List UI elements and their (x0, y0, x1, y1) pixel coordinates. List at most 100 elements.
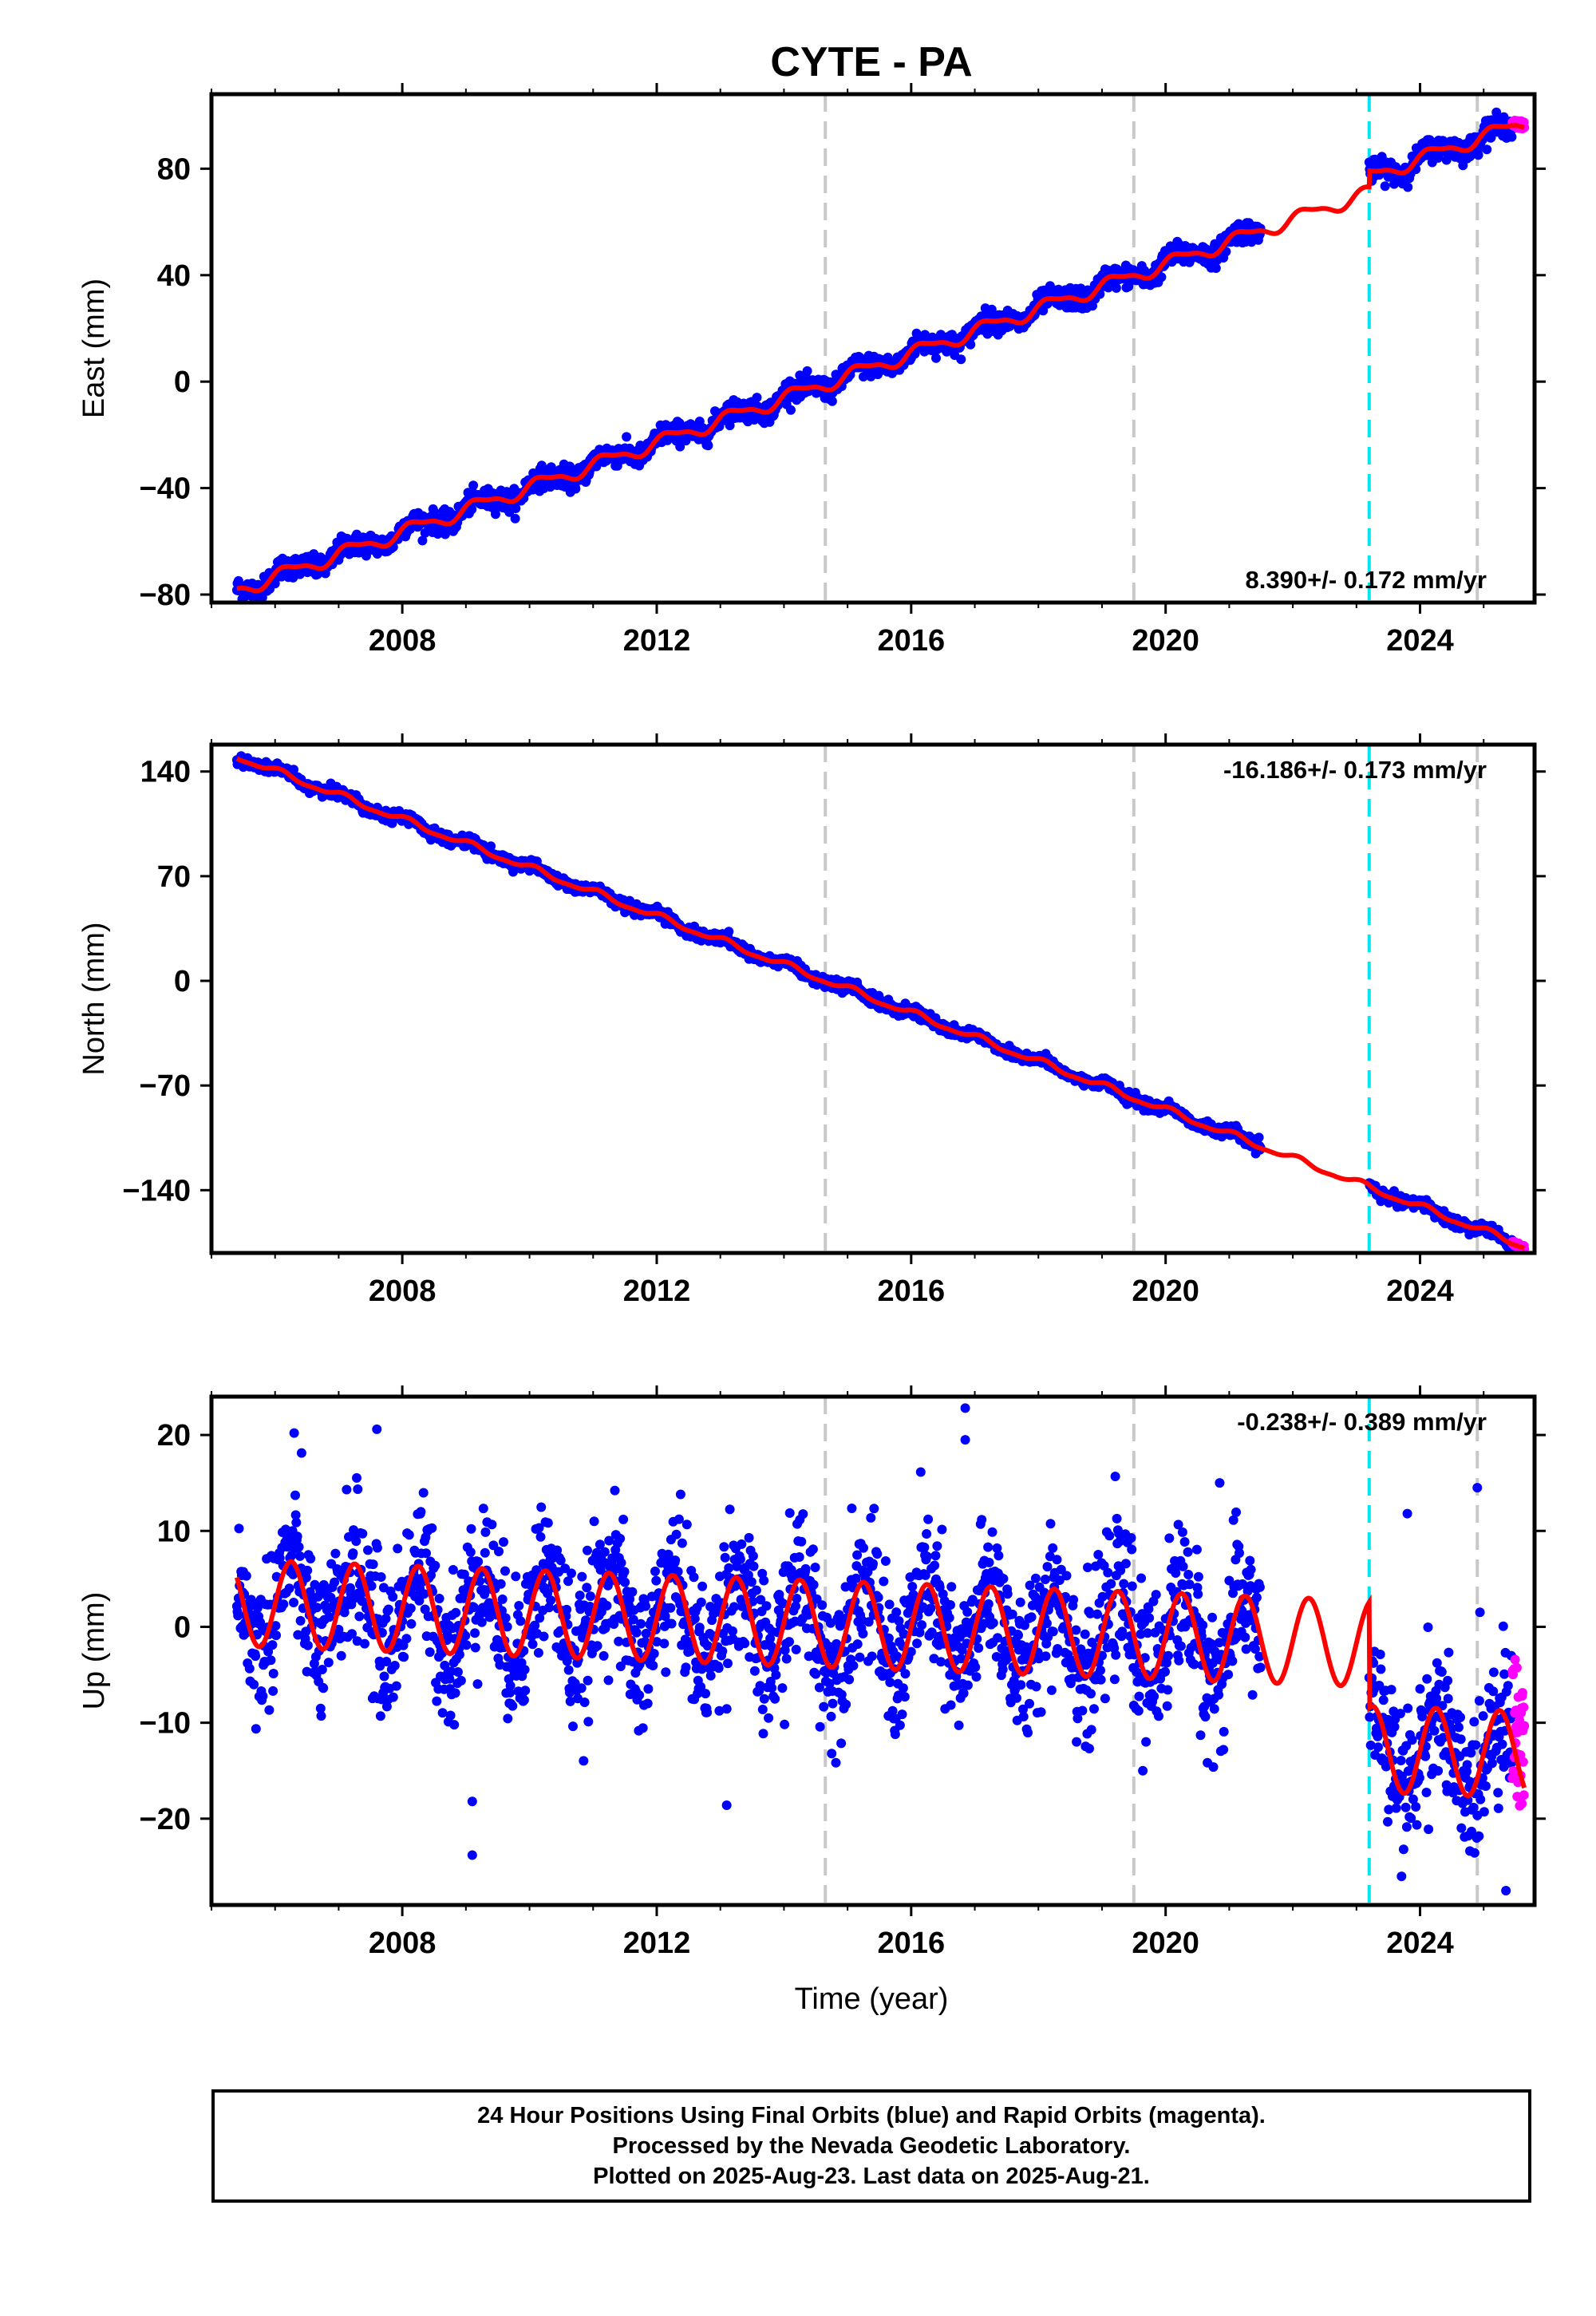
final-orbit-point (312, 1603, 322, 1613)
final-orbit-point (383, 1604, 393, 1614)
final-orbit-point (622, 432, 632, 442)
final-orbit-point (1458, 160, 1468, 171)
final-orbit-point (404, 1530, 414, 1540)
final-orbit-points (231, 1403, 1517, 1895)
final-orbit-point (381, 1614, 391, 1624)
y-tick-label: −70 (140, 1069, 191, 1103)
final-orbit-point (271, 1630, 281, 1641)
y-tick-label: 0 (174, 366, 191, 399)
final-orbit-point (366, 1581, 377, 1591)
final-orbit-point (347, 1629, 357, 1639)
final-orbit-point (376, 1572, 386, 1582)
final-orbit-point (318, 1683, 329, 1694)
x-tick-label: 2008 (369, 624, 437, 658)
velocity-rate-label: -16.186+/- 0.173 mm/yr (1223, 756, 1487, 784)
final-orbit-point (388, 1591, 398, 1602)
final-orbit-point (315, 1703, 326, 1713)
final-orbit-point (293, 1630, 303, 1640)
final-orbit-point (291, 1517, 302, 1528)
final-orbit-point (336, 1650, 346, 1661)
x-tick-label: 2016 (878, 624, 946, 658)
final-orbit-point (296, 1448, 306, 1458)
final-orbit-point (301, 1572, 311, 1583)
final-orbit-point (966, 339, 976, 350)
final-orbit-point (294, 1551, 305, 1561)
final-orbit-point (352, 1636, 362, 1646)
final-orbit-point (1380, 181, 1390, 192)
final-orbit-point (1403, 182, 1413, 192)
final-orbit-point (290, 1510, 301, 1520)
final-orbit-point (486, 841, 496, 852)
final-orbit-point (931, 353, 941, 363)
plot-frame (209, 92, 1537, 605)
plot-area (231, 1397, 1530, 1905)
final-orbit-point (468, 480, 479, 491)
final-orbit-point (401, 1634, 412, 1644)
y-axis-label: North (mm) (77, 922, 111, 1075)
final-orbit-point (363, 1545, 373, 1555)
final-orbit-point (1507, 132, 1517, 142)
final-orbit-point (703, 441, 713, 451)
final-orbit-point (406, 1618, 417, 1629)
final-orbit-point (279, 1599, 289, 1610)
final-orbit-point (348, 1548, 358, 1559)
final-orbit-point (389, 1661, 400, 1670)
final-orbit-point (352, 1472, 361, 1483)
velocity-rate-label: 8.390+/- 0.172 mm/yr (1246, 566, 1487, 594)
x-tick-label: 2008 (369, 1275, 437, 1308)
x-tick-label: 2012 (623, 1275, 691, 1308)
final-orbit-point (354, 1611, 365, 1622)
final-orbit-point (827, 396, 837, 406)
final-orbit-point (292, 1531, 302, 1542)
plot-frame (209, 742, 1537, 1255)
final-orbit-point (302, 1565, 313, 1575)
final-orbit-point (316, 1711, 326, 1721)
final-orbit-point (233, 1611, 243, 1621)
y-tick-label: −80 (140, 579, 191, 612)
final-orbit-point (342, 1484, 352, 1495)
final-orbit-point (334, 1624, 344, 1634)
plot-area (231, 94, 1530, 603)
final-orbit-point (241, 1571, 251, 1581)
final-orbit-point (294, 1542, 304, 1552)
final-orbit-point (510, 513, 520, 524)
final-orbit-point (284, 1583, 294, 1594)
final-orbit-point (1111, 283, 1121, 293)
final-orbit-point (268, 1686, 279, 1696)
y-tick-label: −40 (140, 472, 191, 506)
final-orbit-point (725, 421, 735, 431)
final-orbit-point (264, 1705, 275, 1715)
final-orbit-point (266, 1655, 276, 1666)
final-orbit-point (251, 1724, 261, 1734)
final-orbit-point (405, 1603, 416, 1614)
model-fit-line (235, 757, 1526, 1251)
final-orbit-point (399, 1652, 409, 1662)
final-orbit-point (368, 1559, 378, 1570)
model-fit-line (236, 123, 1525, 594)
final-orbit-point (491, 509, 500, 520)
final-orbit-point (353, 1484, 363, 1494)
final-orbit-point (440, 529, 450, 539)
final-orbit-point (786, 405, 796, 415)
x-tick-label: 2016 (878, 1275, 946, 1308)
final-orbit-point (268, 1669, 279, 1678)
y-tick-label: −140 (122, 1174, 191, 1207)
final-orbit-point (1389, 179, 1399, 189)
final-orbit-point (379, 1671, 389, 1682)
final-orbit-point (467, 504, 477, 515)
figure-title: CYTE - PA (770, 39, 972, 85)
x-tick-label: 2024 (1386, 624, 1454, 658)
final-orbit-point (289, 765, 298, 775)
final-orbit-point (956, 354, 966, 365)
y-tick-label: 80 (157, 152, 191, 186)
final-orbit-point (375, 1711, 385, 1721)
final-orbit-point (1254, 1132, 1264, 1143)
y-tick-label: 70 (157, 860, 191, 894)
final-orbit-point (417, 536, 428, 546)
y-tick-label: 0 (174, 965, 191, 998)
final-orbit-point (271, 1621, 281, 1631)
